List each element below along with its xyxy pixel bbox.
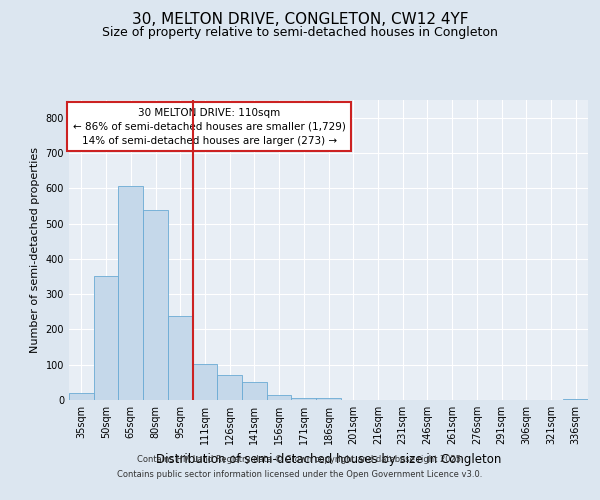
Bar [267, 394, 292, 400]
Bar [168, 316, 193, 400]
Text: 30, MELTON DRIVE, CONGLETON, CW12 4YF: 30, MELTON DRIVE, CONGLETON, CW12 4YF [132, 12, 468, 28]
Bar [292, 398, 316, 400]
Bar [94, 276, 118, 400]
Text: Size of property relative to semi-detached houses in Congleton: Size of property relative to semi-detach… [102, 26, 498, 39]
Bar [242, 382, 267, 400]
X-axis label: Distribution of semi-detached houses by size in Congleton: Distribution of semi-detached houses by … [156, 452, 501, 466]
Bar [143, 210, 168, 400]
Bar [563, 399, 588, 400]
Y-axis label: Number of semi-detached properties: Number of semi-detached properties [30, 147, 40, 353]
Bar [316, 398, 341, 400]
Bar [217, 376, 242, 400]
Text: Contains public sector information licensed under the Open Government Licence v3: Contains public sector information licen… [118, 470, 482, 479]
Text: 30 MELTON DRIVE: 110sqm
← 86% of semi-detached houses are smaller (1,729)
14% of: 30 MELTON DRIVE: 110sqm ← 86% of semi-de… [73, 108, 346, 146]
Bar [69, 393, 94, 400]
Bar [193, 364, 217, 400]
Bar [118, 186, 143, 400]
Text: Contains HM Land Registry data © Crown copyright and database right 2025.: Contains HM Land Registry data © Crown c… [137, 455, 463, 464]
